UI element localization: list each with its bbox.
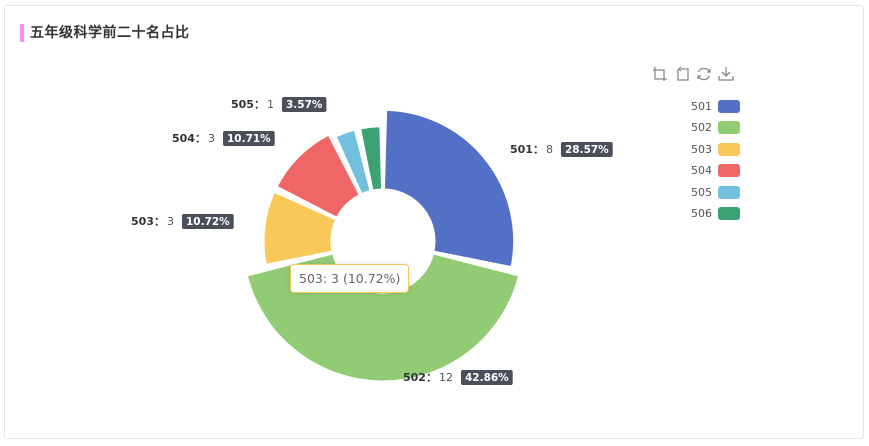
slice-label-name: 501： <box>510 143 544 156</box>
legend-swatch <box>718 164 740 178</box>
slice-label-505: 505： 1 3.57% <box>231 97 327 112</box>
restore-icon-glyph <box>697 67 711 81</box>
slice-label-percent-badge <box>181 214 234 229</box>
slice-label-percent: 10.72% <box>186 216 230 228</box>
legend-item-505[interactable]: 505 <box>688 185 740 199</box>
legend-label: 505 <box>691 185 712 199</box>
download-icon[interactable] <box>718 66 734 82</box>
slice-label-percent: 28.57% <box>565 144 609 156</box>
slice-label-percent: 10.71% <box>227 133 271 145</box>
chart-toolbox <box>652 66 734 82</box>
zoom-icon-glyph <box>653 67 667 81</box>
slice-label-percent: 3.57% <box>286 99 323 111</box>
zoom-reset-icon-glyph <box>677 66 689 81</box>
slice-label-value: 8 <box>546 143 553 156</box>
chart-legend: 501 502 503 504 505 506 <box>688 99 740 229</box>
slice-label-501: 501： 8 28.57% <box>510 142 613 157</box>
slice-label-504: 504： 3 10.71% <box>172 131 275 146</box>
legend-label: 506 <box>691 207 712 221</box>
legend-item-502[interactable]: 502 <box>688 121 740 135</box>
slice-label-value: 1 <box>267 98 274 111</box>
pie-slice-503[interactable] <box>263 191 337 265</box>
slice-label-percent-badge <box>281 97 327 112</box>
chart-title: 五年级科学前二十名占比 <box>30 25 190 41</box>
zoom-reset-icon[interactable] <box>674 66 690 82</box>
legend-item-501[interactable]: 501 <box>688 99 740 113</box>
legend-item-504[interactable]: 504 <box>688 164 740 178</box>
legend-item-503[interactable]: 503 <box>688 142 740 156</box>
legend-swatch <box>718 142 740 156</box>
zoom-icon[interactable] <box>652 66 668 82</box>
legend-label: 503 <box>691 142 712 156</box>
pie-slice-504[interactable] <box>276 134 360 218</box>
legend-swatch <box>718 185 740 199</box>
legend-swatch <box>718 121 740 135</box>
slice-label-percent-badge <box>222 131 275 146</box>
slice-label-name: 503： <box>131 215 165 228</box>
download-icon-glyph <box>718 67 734 81</box>
chart-tooltip: 503: 3 (10.72%) <box>290 264 410 293</box>
legend-swatch <box>718 207 740 221</box>
pie-slice-505[interactable] <box>335 129 371 195</box>
slice-label-503: 503： 3 10.72% <box>131 214 234 229</box>
restore-icon[interactable] <box>696 66 712 82</box>
pie-slice-506[interactable] <box>360 126 383 191</box>
slice-label-502: 502： 12 42.86% <box>403 370 513 385</box>
slice-label-percent-badge <box>560 142 613 157</box>
slice-label-name: 504： <box>172 132 206 145</box>
slice-label-percent-badge <box>460 370 513 385</box>
slice-label-value: 3 <box>208 132 215 145</box>
pie-slice-501[interactable] <box>383 109 515 268</box>
legend-label: 501 <box>691 99 712 113</box>
legend-swatch <box>718 99 740 113</box>
slice-label-percent: 42.86% <box>465 372 509 384</box>
slice-label-value: 12 <box>439 371 453 384</box>
slice-label-value: 3 <box>167 215 174 228</box>
legend-label: 502 <box>691 121 712 135</box>
slice-label-name: 505： <box>231 98 265 111</box>
legend-label: 504 <box>691 164 712 178</box>
legend-item-506[interactable]: 506 <box>688 207 740 221</box>
slice-label-name: 502： <box>403 371 437 384</box>
title-accent-bar <box>20 24 24 42</box>
